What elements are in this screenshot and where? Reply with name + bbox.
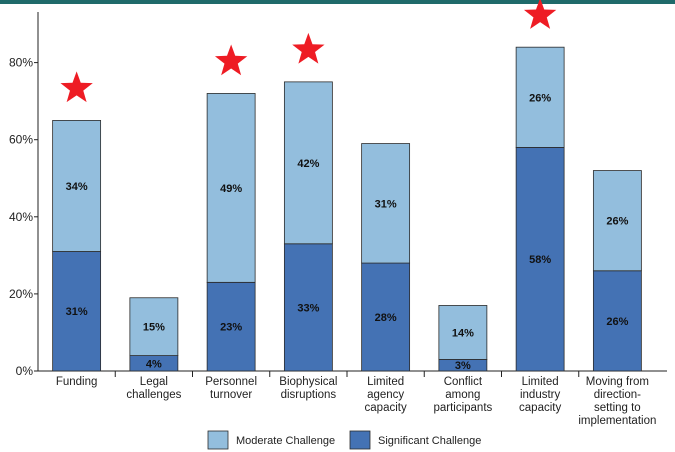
data-label-significant: 33% bbox=[297, 302, 319, 314]
bar-significant bbox=[361, 262, 411, 372]
data-label-moderate: 34% bbox=[66, 181, 88, 193]
top-accent-band bbox=[0, 0, 675, 4]
data-label-moderate: 14% bbox=[452, 327, 474, 339]
bar-significant bbox=[283, 243, 333, 372]
y-tick-label: 80% bbox=[9, 56, 33, 70]
x-category-label: direction- bbox=[594, 389, 641, 401]
x-category-label: Biophysical bbox=[279, 376, 337, 388]
bar-significant bbox=[592, 270, 642, 372]
data-label-significant: 4% bbox=[146, 358, 162, 370]
bar-significant bbox=[52, 251, 102, 372]
x-category-label: turnover bbox=[210, 389, 252, 401]
bar-moderate bbox=[206, 93, 256, 283]
x-category-label: implementation bbox=[578, 415, 656, 427]
x-category-label: industry bbox=[520, 389, 561, 401]
data-label-moderate: 42% bbox=[297, 158, 319, 170]
legend-label: Significant Challenge bbox=[378, 435, 481, 447]
x-category-label: Legal bbox=[140, 376, 168, 388]
x-category-label: Limited bbox=[367, 376, 404, 388]
x-category-label: Limited bbox=[522, 376, 559, 388]
bar-moderate bbox=[361, 143, 411, 264]
x-category-label: Conflict bbox=[444, 376, 483, 388]
data-label-moderate: 26% bbox=[529, 92, 551, 104]
y-tick-label: 60% bbox=[9, 133, 33, 147]
highlight-star-icon bbox=[214, 44, 248, 76]
highlight-star-icon bbox=[523, 0, 557, 29]
x-category-label: capacity bbox=[519, 402, 561, 414]
bar-significant bbox=[206, 281, 256, 372]
bar-moderate bbox=[592, 170, 642, 272]
legend-swatch bbox=[349, 430, 371, 450]
x-category-label: agency bbox=[367, 389, 404, 401]
legend-label: Moderate Challenge bbox=[236, 435, 335, 447]
bar-significant bbox=[515, 147, 565, 372]
highlight-star-icon bbox=[292, 32, 325, 64]
y-tick-label: 0% bbox=[16, 364, 34, 378]
bar-moderate bbox=[515, 46, 565, 148]
data-label-significant: 3% bbox=[455, 360, 471, 372]
data-label-moderate: 31% bbox=[375, 198, 397, 210]
x-category-label: Funding bbox=[56, 376, 98, 388]
y-tick-label: 20% bbox=[9, 287, 33, 301]
bar-moderate bbox=[283, 81, 333, 245]
data-label-moderate: 49% bbox=[220, 183, 242, 195]
data-label-significant: 23% bbox=[220, 322, 242, 334]
data-label-significant: 26% bbox=[606, 316, 628, 328]
x-category-label: challenges bbox=[126, 389, 181, 401]
x-category-label: among bbox=[445, 389, 480, 401]
data-label-moderate: 15% bbox=[143, 322, 165, 334]
y-tick-label: 40% bbox=[9, 210, 33, 224]
legend-swatch bbox=[207, 430, 229, 450]
bar-moderate bbox=[52, 120, 102, 252]
x-category-label: capacity bbox=[365, 402, 407, 414]
data-label-significant: 58% bbox=[529, 254, 551, 266]
x-category-label: Moving from bbox=[586, 376, 649, 388]
bar-moderate bbox=[438, 305, 488, 360]
x-category-label: participants bbox=[433, 402, 492, 414]
x-category-label: disruptions bbox=[281, 389, 337, 401]
data-label-moderate: 26% bbox=[606, 216, 628, 228]
bar-moderate bbox=[129, 297, 179, 356]
x-category-label: setting to bbox=[594, 402, 641, 414]
data-label-significant: 31% bbox=[66, 306, 88, 318]
x-category-label: Personnel bbox=[205, 376, 257, 388]
data-label-significant: 28% bbox=[375, 312, 397, 324]
highlight-star-icon bbox=[60, 71, 93, 103]
